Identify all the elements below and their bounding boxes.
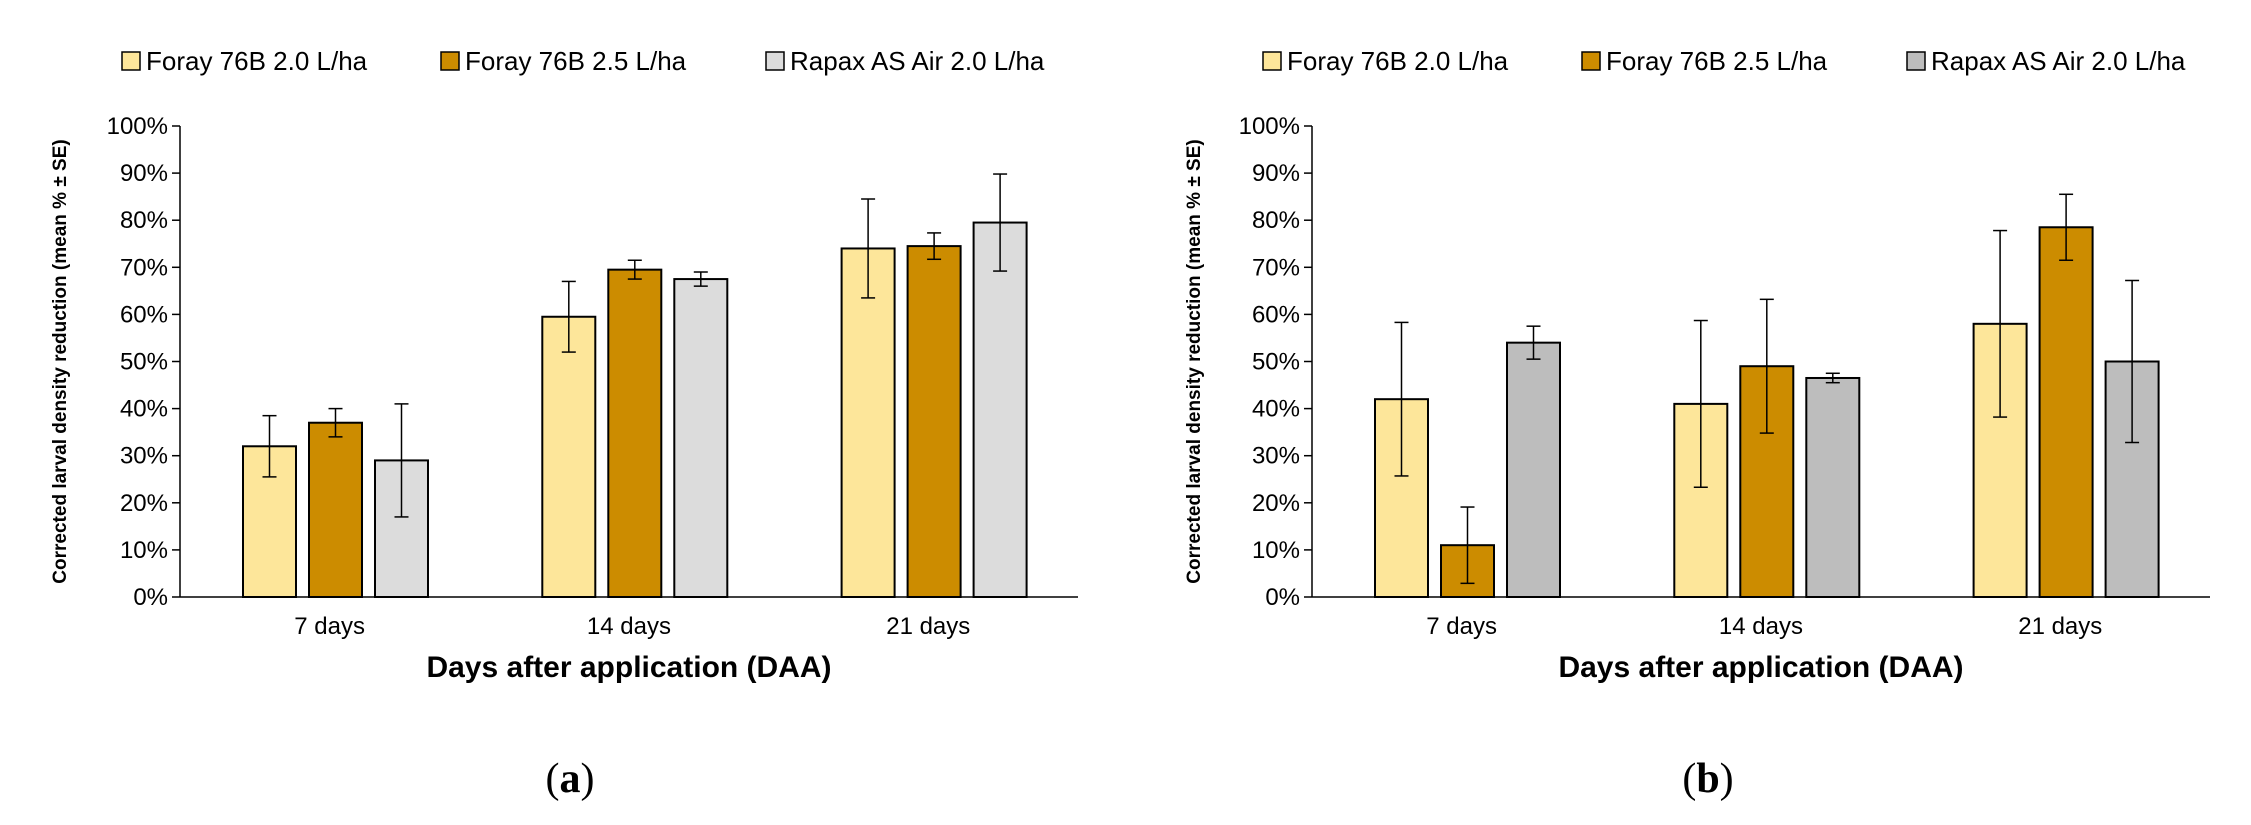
caption-b: (b) [1682, 756, 1734, 802]
y-tick-label: 50% [1252, 349, 1300, 376]
bar [673, 278, 729, 598]
y-tick-label: 100% [107, 113, 168, 140]
legend-label: Rapax AS Air 2.0 L/ha [1931, 46, 2186, 76]
bar [2038, 226, 2094, 598]
bar [1805, 376, 1861, 598]
y-tick-label: 70% [1252, 254, 1300, 281]
y-tick-label: 50% [120, 349, 168, 376]
legend-label: Rapax AS Air 2.0 L/ha [790, 46, 1045, 76]
legend-label: Foray 76B 2.5 L/ha [1606, 46, 1828, 76]
y-tick-label: 30% [120, 443, 168, 470]
bar [308, 421, 363, 599]
x-tick-label: 21 days [886, 613, 970, 640]
y-tick-label: 60% [120, 301, 168, 328]
legend-swatch [1262, 51, 1282, 71]
bar [1506, 341, 1561, 598]
legend-swatch [765, 51, 785, 71]
y-axis-title: Corrected larval density reduction (mean… [1184, 139, 1205, 583]
y-tick-label: 80% [120, 207, 168, 234]
x-tick-label: 14 days [587, 613, 671, 640]
y-tick-label: 90% [1252, 160, 1300, 187]
y-tick-label: 80% [1252, 207, 1300, 234]
y-tick-label: 90% [120, 160, 168, 187]
y-axis-title: Corrected larval density reduction (mean… [50, 139, 71, 583]
y-tick-label: 40% [120, 396, 168, 423]
bar [607, 268, 663, 598]
legend-swatch [1906, 51, 1926, 71]
bar [840, 247, 896, 599]
chart-b-svg: Foray 76B 2.0 L/ha Foray 76B 2.5 L/ha Rapa… [1184, 46, 2210, 684]
x-axis-title: Days after application (DAA) [426, 651, 831, 684]
x-axis-title: Days after application (DAA) [1558, 651, 1963, 684]
legend-swatch [440, 51, 460, 71]
bar [541, 315, 597, 598]
x-tick-label: 21 days [2018, 613, 2102, 640]
chart-panel-a: Foray 76B 2.0 L/ha Foray 76B 2.5 L/ha Rapa… [0, 0, 1125, 825]
legend-label: Foray 76B 2.0 L/ha [146, 46, 368, 76]
y-tick-label: 30% [1252, 443, 1300, 470]
chart-a-svg: Foray 76B 2.0 L/ha Foray 76B 2.5 L/ha Rapa… [50, 46, 1078, 684]
y-tick-label: 10% [1252, 537, 1300, 564]
y-tick-label: 20% [120, 490, 168, 517]
chart-panel-b: Foray 76B 2.0 L/ha Foray 76B 2.5 L/ha Rapa… [1125, 0, 2250, 825]
legend-label: Foray 76B 2.0 L/ha [1287, 46, 1509, 76]
y-tick-label: 60% [1252, 301, 1300, 328]
bar [906, 245, 962, 598]
y-tick-label: 0% [1265, 584, 1300, 611]
y-tick-label: 20% [1252, 490, 1300, 517]
y-tick-label: 0% [133, 584, 168, 611]
x-tick-label: 14 days [1719, 613, 1803, 640]
x-tick-label: 7 days [294, 613, 365, 640]
caption-b-letter: b [1696, 756, 1720, 802]
y-tick-label: 10% [120, 537, 168, 564]
y-tick-label: 100% [1239, 113, 1300, 140]
y-tick-label: 70% [120, 254, 168, 281]
bar [972, 221, 1028, 598]
y-tick-label: 40% [1252, 396, 1300, 423]
caption-a-letter: a [559, 756, 581, 802]
legend-swatch [1581, 51, 1601, 71]
bar [374, 459, 429, 598]
legend-swatch [121, 51, 141, 71]
x-tick-label: 7 days [1426, 613, 1497, 640]
legend-label: Foray 76B 2.5 L/ha [465, 46, 687, 76]
caption-a: (a) [545, 756, 595, 802]
